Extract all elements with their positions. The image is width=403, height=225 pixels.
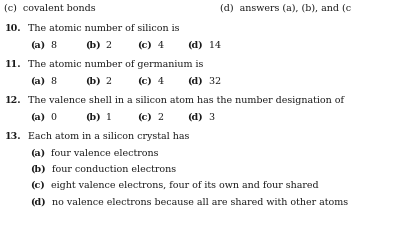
Text: (b): (b) xyxy=(30,165,46,174)
Text: (a): (a) xyxy=(30,77,46,86)
Text: (d): (d) xyxy=(187,113,203,122)
Text: (c): (c) xyxy=(137,113,152,122)
Text: 3: 3 xyxy=(203,113,215,122)
Text: (d)  answers (a), (b), and (c: (d) answers (a), (b), and (c xyxy=(220,3,351,12)
Text: The atomic number of germanium is: The atomic number of germanium is xyxy=(22,60,203,69)
Text: (d): (d) xyxy=(187,40,203,50)
Text: four valence electrons: four valence electrons xyxy=(46,148,159,157)
Text: The atomic number of silicon is: The atomic number of silicon is xyxy=(22,24,179,33)
Text: (a): (a) xyxy=(30,40,46,50)
Text: (b): (b) xyxy=(85,113,100,122)
Text: (d): (d) xyxy=(30,198,46,207)
Text: (c): (c) xyxy=(137,113,152,122)
Text: (d): (d) xyxy=(187,77,203,86)
Text: Each atom in a silicon crystal has: Each atom in a silicon crystal has xyxy=(22,132,189,141)
Text: (b): (b) xyxy=(85,77,100,86)
Text: (c): (c) xyxy=(137,40,152,50)
Text: (d): (d) xyxy=(187,113,203,122)
Text: 32: 32 xyxy=(203,77,221,86)
Text: (a): (a) xyxy=(30,113,46,122)
Text: 4: 4 xyxy=(152,40,164,50)
Text: 8: 8 xyxy=(46,40,57,50)
Text: (c)  covalent bonds: (c) covalent bonds xyxy=(4,3,96,12)
Text: 0: 0 xyxy=(46,113,57,122)
Text: 2: 2 xyxy=(100,40,112,50)
Text: (a): (a) xyxy=(30,40,46,50)
Text: (c): (c) xyxy=(137,77,152,86)
Text: The valence shell in a silicon atom has the number designation of: The valence shell in a silicon atom has … xyxy=(22,96,344,105)
Text: 11.: 11. xyxy=(5,60,22,69)
Text: 10.: 10. xyxy=(5,24,22,33)
Text: four conduction electrons: four conduction electrons xyxy=(46,165,176,174)
Text: 4: 4 xyxy=(152,77,164,86)
Text: (a): (a) xyxy=(30,148,46,157)
Text: (b): (b) xyxy=(85,40,100,50)
Text: (d): (d) xyxy=(187,40,203,50)
Text: 12.: 12. xyxy=(5,96,22,105)
Text: (c): (c) xyxy=(137,77,152,86)
Text: (b): (b) xyxy=(85,77,100,86)
Text: eight valence electrons, four of its own and four shared: eight valence electrons, four of its own… xyxy=(45,181,319,190)
Text: (c): (c) xyxy=(30,181,45,190)
Text: (b): (b) xyxy=(85,113,100,122)
Text: 13.: 13. xyxy=(5,132,22,141)
Text: (a): (a) xyxy=(30,77,46,86)
Text: 2: 2 xyxy=(100,77,112,86)
Text: 2: 2 xyxy=(152,113,164,122)
Text: 8: 8 xyxy=(46,77,57,86)
Text: (a): (a) xyxy=(30,113,46,122)
Text: 14: 14 xyxy=(203,40,221,50)
Text: (c): (c) xyxy=(137,40,152,50)
Text: (d): (d) xyxy=(187,77,203,86)
Text: 1: 1 xyxy=(100,113,112,122)
Text: (b): (b) xyxy=(85,40,100,50)
Text: no valence electrons because all are shared with other atoms: no valence electrons because all are sha… xyxy=(46,198,348,207)
